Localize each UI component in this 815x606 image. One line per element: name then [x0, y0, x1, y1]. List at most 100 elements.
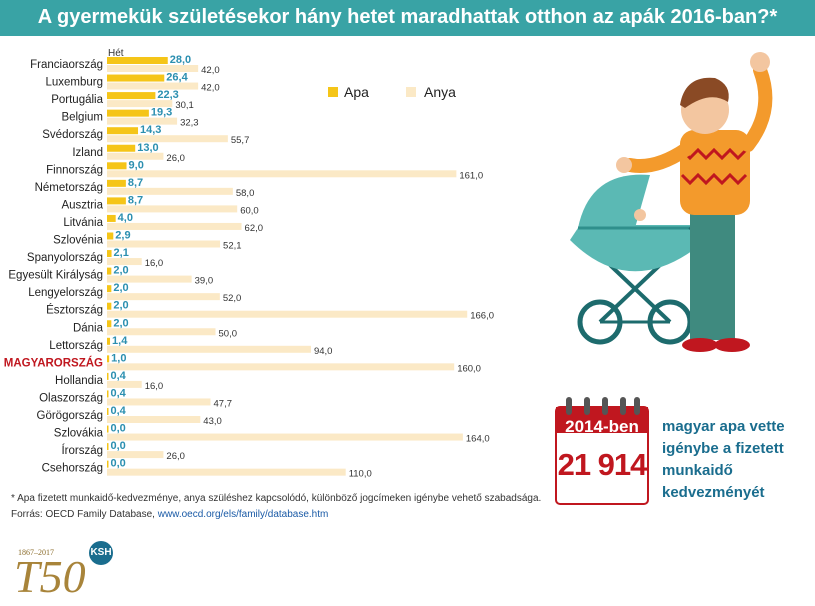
data-label-apa: 19,3: [151, 107, 172, 119]
bar-chart: Hét Franciaország 28,0 42,0 Luxemburg 26,4 42,…: [4, 48, 494, 480]
bar-anya: [107, 170, 457, 178]
data-label-anya: 16,0: [145, 258, 164, 269]
data-label-apa: 2,0: [113, 317, 128, 329]
category-label: Litvánia: [63, 217, 103, 229]
data-label-apa: 8,7: [128, 177, 143, 189]
data-label-apa: 1,0: [111, 352, 126, 364]
category-label: Lengyelország: [28, 287, 103, 299]
data-label-anya: 161,0: [459, 170, 483, 181]
category-label: Ausztria: [61, 199, 103, 211]
bar-apa: [107, 179, 126, 187]
bar-apa: [107, 320, 112, 328]
category-label: Írország: [61, 444, 103, 457]
calendar-icon: [555, 397, 649, 505]
calendar-number: 21 914: [557, 447, 648, 482]
category-label: Szlovénia: [53, 235, 103, 247]
data-label-apa: 2,1: [114, 247, 129, 259]
data-label-apa: 4,0: [118, 212, 133, 224]
bar-anya: [107, 380, 142, 388]
bar-apa: [107, 285, 112, 293]
source-note: Forrás: OECD Family Database, www.oecd.o…: [11, 509, 328, 520]
bar-apa: [107, 302, 112, 310]
data-label-apa: 2,9: [115, 230, 130, 242]
data-label-apa: 0,4: [111, 370, 127, 382]
data-label-apa: 1,4: [112, 335, 128, 347]
bar-anya: [107, 100, 173, 108]
bar-anya: [107, 222, 242, 230]
calendar-year: 2014-ben: [565, 417, 639, 436]
category-label: Portugália: [51, 94, 103, 106]
category-label: Svédország: [42, 129, 103, 141]
bar-anya: [107, 258, 142, 266]
data-label-anya: 16,0: [145, 381, 164, 392]
data-label-apa: 9,0: [129, 159, 144, 171]
data-label-anya: 62,0: [245, 223, 263, 234]
footnote: * Apa fizetett munkaidő-kedvezménye, any…: [11, 493, 542, 504]
data-label-anya: 110,0: [349, 469, 372, 480]
bar-apa: [107, 74, 165, 82]
bar-anya: [107, 328, 216, 336]
bar-anya: [107, 65, 199, 72]
data-label-apa: 0,4: [111, 387, 127, 399]
data-label-apa: 13,0: [137, 142, 158, 154]
category-label: Spanyolország: [27, 252, 103, 264]
bar-anya: [107, 416, 201, 423]
legend-label-anya: Anya: [424, 84, 456, 100]
ksh-150-logo: T50: [14, 541, 113, 602]
data-label-anya: 42,0: [201, 65, 220, 76]
bar-apa: [107, 425, 109, 433]
bar-anya: [107, 398, 211, 406]
data-label-apa: 2,0: [113, 300, 128, 312]
data-label-anya: 50,0: [219, 328, 238, 339]
data-label-apa: 26,4: [166, 72, 188, 84]
source-label: Forrás: OECD Family Database,: [11, 509, 158, 520]
bar-anya: [107, 135, 228, 143]
bar-anya: [107, 82, 199, 90]
bar-apa: [107, 162, 127, 170]
bar-apa: [107, 408, 109, 415]
category-label: Dánia: [73, 322, 104, 334]
category-label: Franciaország: [30, 59, 103, 71]
data-label-apa: 0,0: [111, 458, 126, 470]
data-label-anya: 55,7: [231, 135, 250, 146]
unit-label: Hét: [108, 48, 124, 59]
category-label: MAGYARORSZÁG: [4, 356, 103, 369]
bar-apa: [107, 443, 109, 451]
source-link[interactable]: www.oecd.org/els/family/database.htm: [157, 509, 329, 520]
category-label: Izland: [72, 147, 103, 159]
category-label: Észtország: [46, 304, 103, 317]
data-label-anya: 32,3: [180, 118, 199, 129]
data-label-apa: 0,4: [111, 405, 127, 417]
category-label: Belgium: [61, 112, 103, 124]
category-label: Németország: [35, 182, 103, 194]
data-label-anya: 26,0: [166, 451, 185, 462]
bar-anya: [107, 451, 164, 459]
data-label-anya: 52,0: [223, 293, 242, 304]
svg-text:T50: T50: [14, 551, 86, 602]
page-title: A gyermekük születésekor hány hetet mara…: [37, 6, 778, 28]
bar-apa: [107, 144, 136, 152]
bar-anya: [107, 363, 455, 371]
data-label-anya: 30,1: [175, 100, 194, 111]
bar-apa: [107, 109, 149, 117]
bar-apa: [107, 197, 126, 205]
data-label-apa: 2,0: [113, 282, 128, 294]
title-bar: [0, 0, 815, 36]
callout-text: magyar apa vette igénybe a fizetett munk…: [662, 418, 785, 501]
data-label-anya: 42,0: [201, 83, 220, 94]
bar-anya: [107, 310, 468, 318]
logo-years: 1867–2017: [18, 548, 54, 557]
category-label: Lettország: [49, 340, 103, 352]
bar-anya: [107, 205, 238, 213]
bar-apa: [107, 250, 112, 258]
father-with-pram-illustration: [570, 52, 773, 352]
bar-anya: [107, 117, 178, 125]
bar-apa: [107, 390, 109, 398]
data-label-anya: 60,0: [240, 205, 259, 216]
data-label-anya: 94,0: [314, 346, 333, 357]
bar-anya: [107, 433, 463, 441]
category-label: Finnország: [46, 164, 103, 176]
data-label-anya: 39,0: [195, 276, 214, 287]
data-label-apa: 8,7: [128, 194, 143, 206]
